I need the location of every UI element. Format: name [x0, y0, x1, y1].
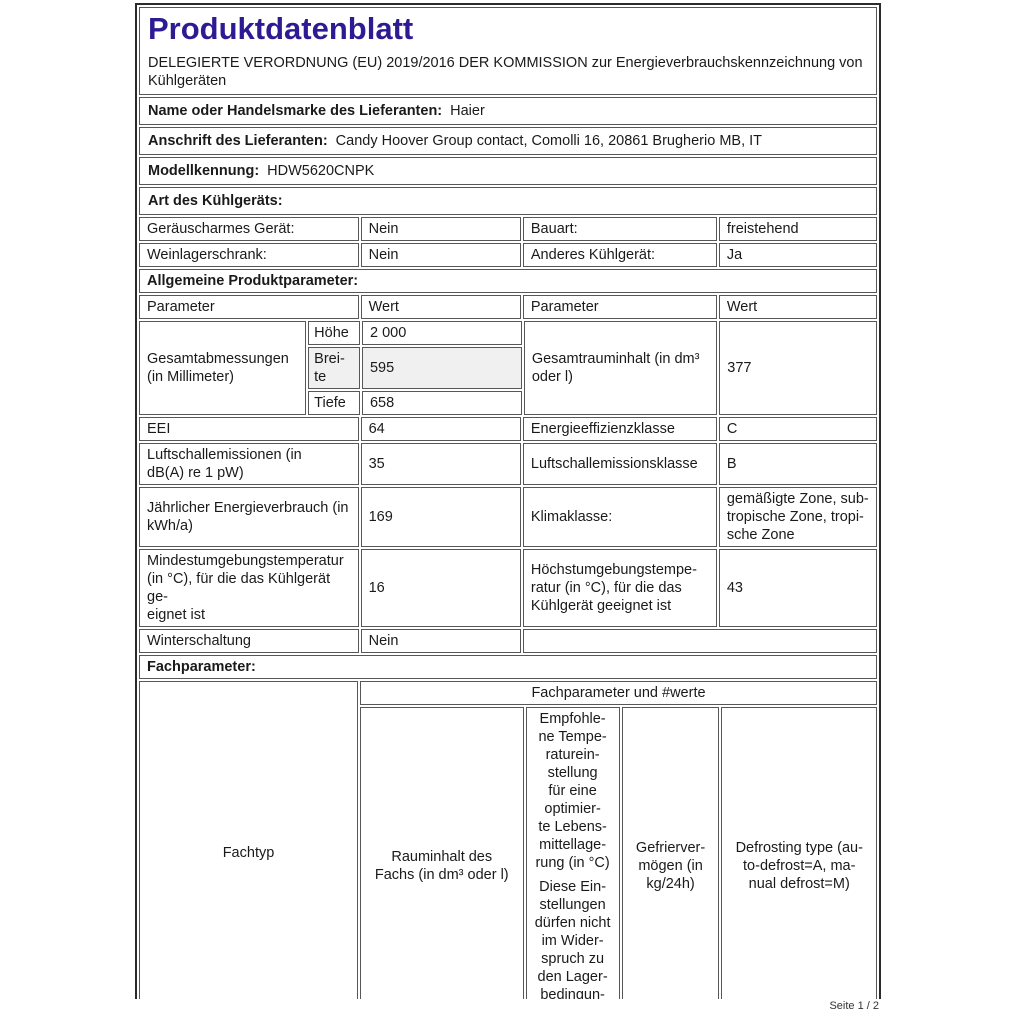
table-row: Geräuscharmes Gerät: Nein Bauart: freist… — [139, 217, 877, 241]
appliance-type-label: Art des Kühlgeräts: — [148, 193, 283, 209]
param-value: Nein — [360, 629, 521, 653]
param-label: Geräuscharmes Gerät: — [139, 217, 359, 241]
param-value: 43 — [718, 549, 877, 627]
dimension-value-width: 595 — [361, 347, 522, 389]
dimension-value-depth: 658 — [361, 391, 522, 415]
dimension-key-depth: Tiefe — [308, 391, 360, 415]
fach-temperature-header-part1: Empfohle- ne Tempe- raturein- stellung f… — [535, 711, 610, 871]
column-header: Parameter — [522, 295, 717, 319]
table-row: EEI 64 Energieeffizienzklasse C — [139, 417, 877, 441]
dimensions-label: Gesamtabmessungen (in Millimeter) — [139, 321, 307, 415]
fach-temperature-header-part2: Diese Ein- stellungen dürfen nicht im Wi… — [534, 879, 611, 999]
param-value: gemäßigte Zone, sub- tropische Zone, tro… — [718, 487, 877, 547]
param-label: Luftschallemissionsklasse — [522, 443, 717, 485]
supplier-address-row: Anschrift des Lieferanten: Candy Hoover G… — [139, 127, 877, 155]
param-value: 35 — [360, 443, 521, 485]
product-datasheet-page: Produktdatenblatt DELEGIERTE VERORDNUNG … — [135, 3, 881, 999]
table-row: Weinlagerschrank: Nein Anderes Kühlgerät… — [139, 243, 877, 267]
dimension-key-width: Brei- te — [308, 347, 360, 389]
param-label: Anderes Kühlgerät: — [522, 243, 717, 267]
table-row: Tiefe 658 — [139, 391, 877, 415]
dimension-value-height: 2 000 — [361, 321, 522, 345]
param-value: Nein — [360, 243, 521, 267]
param-label: Mindestumgebungstemperatur (in °C), für … — [139, 549, 359, 627]
fach-temperature-header: Empfohle- ne Tempe- raturein- stellung f… — [525, 707, 620, 999]
page-number: Seite 1 / 2 — [829, 1000, 879, 1012]
column-header: Wert — [360, 295, 521, 319]
table-row: Parameter Wert Parameter Wert — [139, 295, 877, 319]
model-id-value: HDW5620CNPK — [267, 163, 375, 179]
fach-freezing-capacity-header: Gefrierver- mögen (in kg/24h) — [621, 707, 720, 999]
model-id-row: Modellkennung: HDW5620CNPK — [139, 157, 877, 185]
param-label: Weinlagerschrank: — [139, 243, 359, 267]
page-title: Produktdatenblatt — [148, 11, 414, 46]
param-value: 169 — [360, 487, 521, 547]
supplier-address-value: Candy Hoover Group contact, Comolli 16, … — [335, 133, 763, 149]
column-header: Wert — [718, 295, 877, 319]
fach-defrosting-type-header: Defrosting type (au- to-defrost=A, ma- n… — [721, 707, 877, 999]
param-label: Bauart: — [522, 217, 717, 241]
supplier-name-label: Name oder Handelsmarke des Lieferanten: — [148, 103, 443, 119]
table-row: Mindestumgebungstemperatur (in °C), für … — [139, 549, 877, 627]
total-volume-value: 377 — [719, 321, 877, 415]
param-label: Winterschaltung — [139, 629, 359, 653]
param-label: Energieeffizienzklasse — [522, 417, 717, 441]
param-label: Klimaklasse: — [522, 487, 717, 547]
param-value: C — [718, 417, 877, 441]
model-id-label: Modellkennung: — [148, 163, 260, 179]
column-header: Parameter — [139, 295, 359, 319]
fach-type-header: Fachtyp — [139, 681, 358, 999]
header-table: Produktdatenblatt DELEGIERTE VERORDNUNG … — [137, 5, 879, 217]
param-label: Jährlicher Energieverbrauch (in kWh/a) — [139, 487, 359, 547]
general-section-header: Allgemeine Produktparameter: — [139, 269, 877, 293]
total-volume-label: Gesamtrauminhalt (in dm³ oder l) — [523, 321, 718, 415]
empty-cell — [522, 629, 877, 653]
param-value: Ja — [718, 243, 877, 267]
param-label: Luftschallemissionen (in dB(A) re 1 pW) — [139, 443, 359, 485]
param-value: freistehend — [718, 217, 877, 241]
general-params-table: EEI 64 Energieeffizienzklasse C Luftscha… — [137, 415, 879, 681]
param-value: 16 — [360, 549, 521, 627]
supplier-name-value: Haier — [450, 103, 485, 119]
table-row: Allgemeine Produktparameter: — [139, 269, 877, 293]
type-table: Geräuscharmes Gerät: Nein Bauart: freist… — [137, 215, 879, 321]
param-label: Höchstumgebungstempe- ratur (in °C), für… — [522, 549, 717, 627]
param-label: EEI — [139, 417, 359, 441]
table-row: Rauminhalt des Fachs (in dm³ oder l) Emp… — [139, 707, 877, 999]
table-row: Fachtyp Fachparameter und #werte — [139, 681, 877, 999]
table-row: Winterschaltung Nein — [139, 629, 877, 653]
appliance-type-row: Art des Kühlgeräts: — [139, 187, 877, 215]
supplier-address-label: Anschrift des Lieferanten: — [148, 133, 328, 149]
fach-values-header: Fachparameter und #werte — [360, 681, 877, 705]
dimension-key-height: Höhe — [308, 321, 360, 345]
table-row: Fachparameter: — [139, 655, 877, 679]
param-value: 64 — [360, 417, 521, 441]
title-block: Produktdatenblatt DELEGIERTE VERORDNUNG … — [139, 7, 877, 95]
param-value: Nein — [360, 217, 521, 241]
page-subtitle: DELEGIERTE VERORDNUNG (EU) 2019/2016 DER… — [148, 55, 863, 89]
fach-section-header: Fachparameter: — [139, 655, 877, 679]
table-row: Gesamtabmessungen (in Millimeter) Höhe 2… — [139, 321, 877, 415]
dimensions-table: Gesamtabmessungen (in Millimeter) Höhe 2… — [137, 319, 879, 417]
fach-table: Fachtyp Fachparameter und #werte Rauminh… — [137, 679, 879, 999]
param-value: B — [718, 443, 877, 485]
table-row: Jährlicher Energieverbrauch (in kWh/a) 1… — [139, 487, 877, 547]
supplier-name-row: Name oder Handelsmarke des Lieferanten: H… — [139, 97, 877, 125]
fach-volume-header: Rauminhalt des Fachs (in dm³ oder l) — [360, 707, 524, 999]
table-row: Brei- te 595 — [139, 347, 877, 389]
table-row: Luftschallemissionen (in dB(A) re 1 pW) … — [139, 443, 877, 485]
